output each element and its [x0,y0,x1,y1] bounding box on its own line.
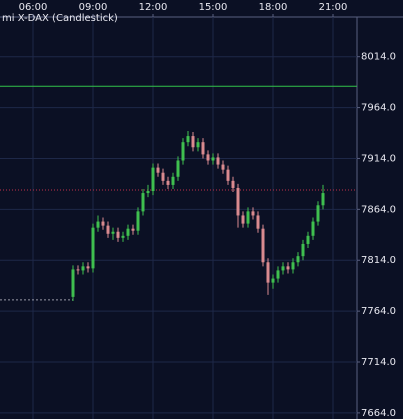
candle-body [166,180,170,185]
candle-body [311,221,315,236]
candle-body [111,231,115,234]
candle-body [76,269,80,271]
candle-body [141,193,145,212]
candle-body [246,211,250,224]
candle-body [91,227,95,269]
candle-body [276,270,280,279]
candle-body [226,169,230,181]
candle-body [251,211,255,216]
candle-body [291,262,295,270]
candle-body [206,154,210,161]
x-tick-label: 09:00 [79,2,108,13]
y-tick-label: 7714.0 [361,357,396,368]
y-tick-label: 7814.0 [361,255,396,266]
y-tick-label: 8014.0 [361,52,396,63]
candle-body [81,266,85,271]
candle-body [316,205,320,222]
chart-title: mi X-DAX (Candlestick) [2,13,118,24]
candle-body [86,266,90,269]
x-tick-label: 12:00 [139,2,168,13]
x-tick-label: 21:00 [319,2,348,13]
y-tick-label: 7914.0 [361,153,396,164]
candle-body [136,211,140,231]
candle-body [96,221,100,228]
plot [0,85,357,301]
candle-body [256,215,260,229]
candle-body [211,157,215,161]
candle-body [116,231,120,238]
candle-body [171,176,175,185]
candle-body [286,266,290,270]
candle-body [181,142,185,161]
candle-body [156,167,160,173]
candle-body [146,191,150,194]
candle-body [266,262,270,283]
candle-body [281,266,285,271]
x-tick-label: 06:00 [19,2,48,13]
candle-body [121,235,125,238]
candle-body [191,136,195,148]
candle-body [296,256,300,263]
candle-body [151,167,155,192]
candle-body [101,221,105,226]
candle-body [176,160,180,177]
candle-body [271,278,275,283]
candle-body [216,157,220,165]
candle-body [306,235,310,244]
candle-body [126,228,130,236]
grid [0,17,357,419]
candle-body [241,215,245,224]
candle-body [321,193,325,206]
x-tick-label: 15:00 [199,2,228,13]
y-tick-label: 7964.0 [361,103,396,114]
x-tick-label: 18:00 [259,2,288,13]
candle-body [236,187,240,216]
candle-body [186,136,190,143]
candle-body [71,269,75,297]
y-tick-label: 7864.0 [361,204,396,215]
y-tick-label: 7764.0 [361,306,396,317]
candle-body [301,243,305,257]
candle-body [201,142,205,155]
candle-body [131,228,135,231]
candle-body [221,164,225,170]
candle-body [196,142,200,148]
candle-body [161,172,165,181]
y-tick-label: 7664.0 [361,408,396,419]
candle-body [231,180,235,188]
candle-body [106,225,110,234]
candle-body [261,228,265,263]
